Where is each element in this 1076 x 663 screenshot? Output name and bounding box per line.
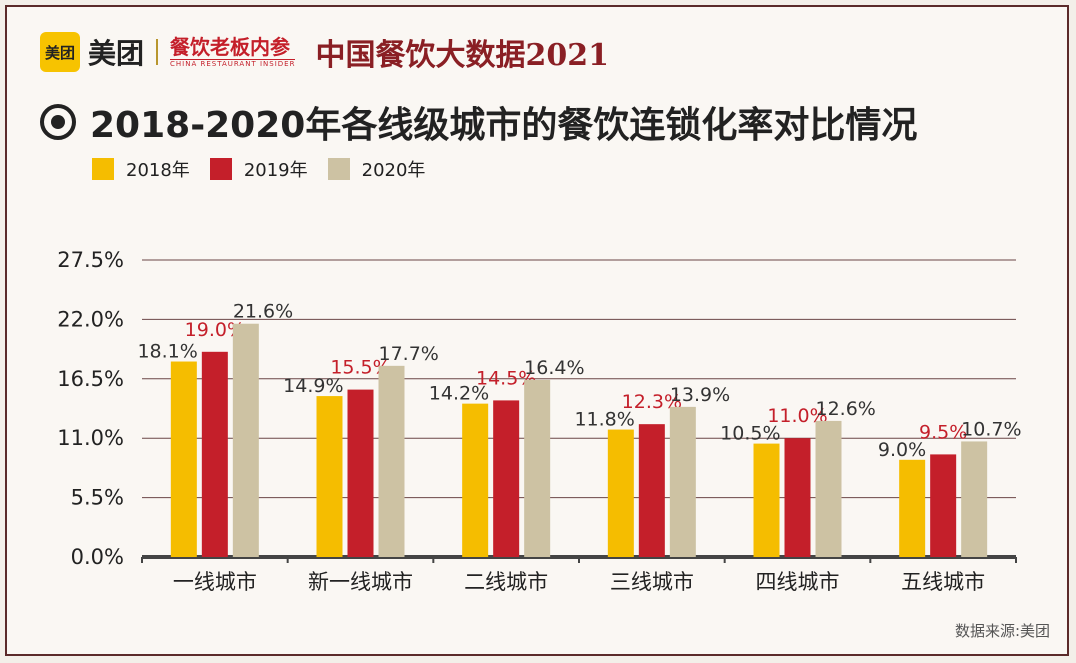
data-label-2018: 14.9% [283,375,343,397]
bar-2020 [524,379,551,557]
bar-2018 [170,361,197,557]
bar-2018 [316,396,343,557]
bar-2018 [607,429,634,557]
header-title: 中国餐饮大数据2021 [315,38,609,73]
legend-label-2020: 2020年 [361,160,426,181]
source-note: 数据来源:美团 [954,622,1050,640]
y-tick-label: 22.0% [57,307,124,331]
brand-logo: 餐饮老板内参 CHINA RESTAURANT INSIDER [170,34,296,69]
bar-2019 [201,351,228,557]
data-label-2019: 15.5% [330,357,390,379]
legend: 2018年 2019年 2020年 [92,156,445,182]
bar-2019 [347,389,374,557]
chart-title: 2018-2020年各线级城市的餐饮连锁化率对比情况 [40,96,917,148]
y-tick-label: 27.5% [57,248,124,272]
data-label-2018: 18.1% [137,341,197,363]
y-tick-label: 16.5% [57,367,124,391]
data-label-2019: 19.0% [185,319,245,341]
data-label-2019: 14.5% [476,367,536,389]
y-tick-label: 5.5% [71,486,124,510]
data-label-2020: 21.6% [233,301,293,323]
data-label-2020: 17.7% [379,343,439,365]
data-label-2020: 12.6% [816,398,876,420]
legend-swatch-2020 [327,158,350,180]
bar-2018 [899,459,926,557]
y-tick-label: 11.0% [57,426,124,450]
meituan-logo-text: 美团 [88,37,145,70]
brand-name: 餐饮老板内参 [170,34,291,59]
data-label-2018: 14.2% [429,383,489,405]
bar-2019 [930,454,957,557]
target-bullet-icon [40,104,76,140]
data-label-2018: 11.8% [574,409,634,431]
legend-item-2020: 2020年 [327,156,426,182]
bar-2019 [493,400,520,557]
x-category-label: 五线城市 [901,570,985,594]
legend-label-2019: 2019年 [243,160,308,181]
bar-2018 [753,443,780,557]
header: 美团 美团 餐饮老板内参 CHINA RESTAURANT INSIDER 中国… [40,30,609,74]
data-label-2020: 16.4% [524,357,584,379]
data-label-2020: 13.9% [670,384,730,406]
legend-item-2019: 2019年 [209,156,308,182]
legend-swatch-2018 [92,158,114,180]
brand-tagline: CHINA RESTAURANT INSIDER [170,58,296,68]
bar-2018 [462,403,489,557]
legend-item-2018: 2018年 [92,156,190,182]
y-tick-label: 0.0% [71,545,124,569]
bar-2019 [784,438,811,557]
x-category-label: 二线城市 [464,570,548,594]
x-category-label: 一线城市 [173,570,257,594]
data-label-2019: 9.5% [919,421,967,443]
bar-2020 [378,365,405,557]
bar-2020 [961,441,988,557]
bar-2020 [669,406,696,557]
x-category-label: 三线城市 [610,570,694,594]
bar-2020 [815,420,842,557]
bar-2019 [638,424,665,557]
meituan-logo-icon: 美团 [40,32,80,72]
data-label-2018: 9.0% [878,439,926,461]
header-divider [156,39,159,65]
x-category-label: 新一线城市 [308,570,413,594]
x-category-label: 四线城市 [756,570,840,594]
data-label-2018: 10.5% [720,423,780,445]
data-label-2019: 11.0% [767,405,827,427]
legend-label-2018: 2018年 [126,160,190,181]
data-label-2020: 10.7% [961,418,1021,440]
legend-swatch-2019 [209,158,232,180]
bar-2020 [232,323,259,557]
chart-title-text: 2018-2020年各线级城市的餐饮连锁化率对比情况 [90,105,918,146]
data-label-2019: 12.3% [622,391,682,413]
